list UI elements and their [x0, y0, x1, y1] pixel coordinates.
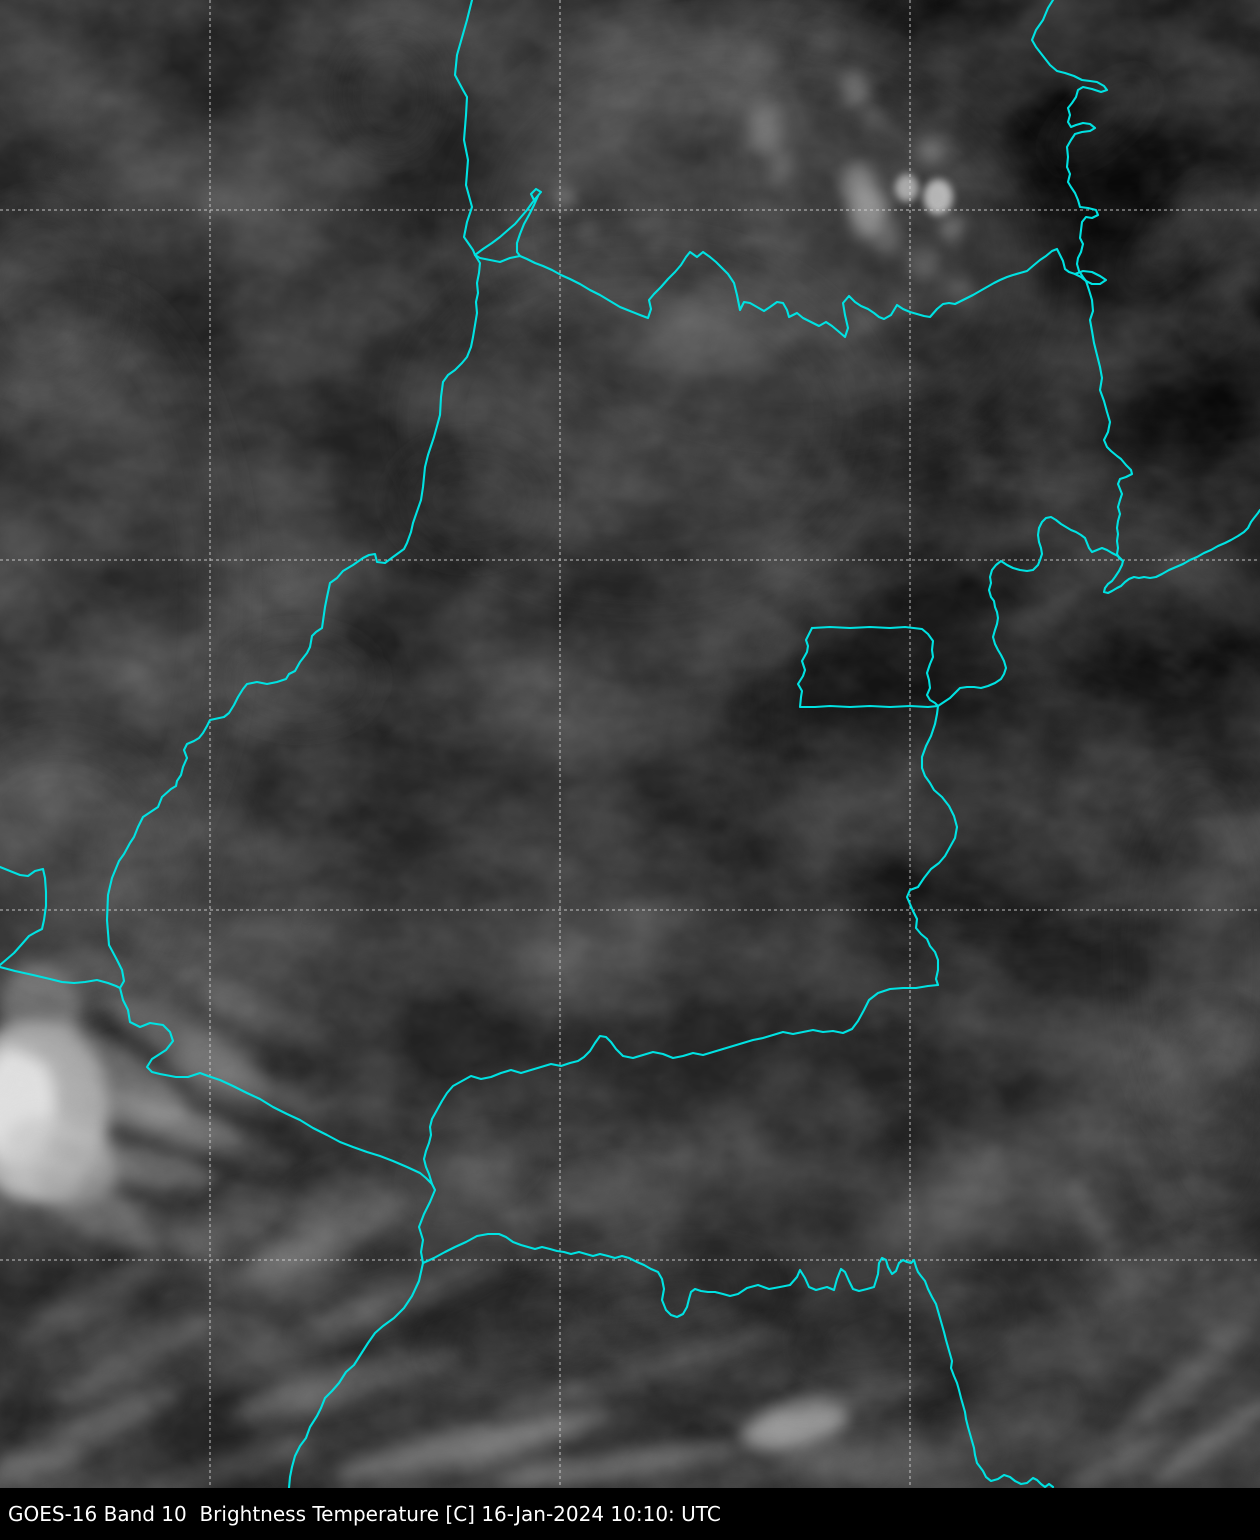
boundary-southeast-zigzag-border [473, 247, 1088, 339]
boundary-small-state-rectangle [796, 625, 940, 709]
boundary-narrow-spur-arrow [473, 187, 543, 258]
gridline-layer [0, 0, 1260, 1488]
boundary-river-channel-loop [1073, 269, 1108, 286]
caption-bar: GOES-16 Band 10 Brightness Temperature [… [0, 1488, 1260, 1540]
boundary-west-edge-stub [0, 965, 122, 990]
boundary-east-river [1030, 0, 1260, 595]
boundary-south-bottom-border [421, 1232, 1055, 1488]
boundary-west-edge-hook [0, 865, 48, 967]
boundary-southwest-climb-border [422, 983, 940, 1186]
boundary-west-river-and-border [105, 0, 482, 1488]
boundary-layer [0, 0, 1260, 1488]
satellite-image-svg [0, 0, 1260, 1488]
boundary-east-border-loop [905, 515, 1125, 987]
caption-text: GOES-16 Band 10 Brightness Temperature [… [8, 1502, 721, 1526]
satellite-map [0, 0, 1260, 1488]
